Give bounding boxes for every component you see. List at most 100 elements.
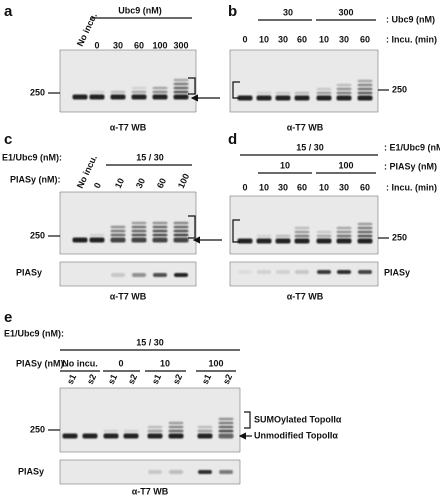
band [152,237,168,243]
band [152,221,168,225]
band [295,270,309,274]
band [152,90,168,94]
band [357,226,373,230]
lane-label: s2 [171,373,184,386]
band [168,421,184,425]
band [198,470,212,474]
lane-label: 10 [319,34,329,44]
band [275,91,291,95]
band [257,270,271,274]
row-title: : PIASy (nM) [384,161,437,171]
band [275,238,291,244]
band [218,433,234,439]
band [173,78,189,82]
band [152,229,168,233]
band [110,90,126,94]
band [275,95,291,101]
bracket [188,215,196,239]
band [357,222,373,226]
caption: α-T7 WB [110,291,147,301]
blot [229,49,379,113]
lane-label: s2 [126,373,139,386]
blot [59,191,197,255]
band [219,470,233,474]
band [218,421,234,425]
band [336,238,352,244]
band [103,433,119,439]
band [316,234,332,238]
blot-label: PIASy [18,466,44,476]
unmod-label: Unmodified TopoIIα [254,430,338,440]
caption: α-T7 WB [110,122,147,132]
band [147,429,163,433]
lane-label: 30 [113,40,123,50]
band [152,233,168,237]
band [197,425,213,429]
band [152,94,168,100]
row-title: : E1/Ubc9 (nM) [384,142,440,152]
band [294,230,310,234]
band [357,83,373,87]
lane-title: : Incu. (min) [386,182,437,192]
marker: 250 [392,232,407,242]
band [123,429,139,433]
band [174,273,188,277]
band [110,229,126,233]
lane-label: s2 [85,373,98,386]
lane-label: 10 [259,34,269,44]
lane-label: 60 [155,177,168,190]
header: Ubc9 (nM) [118,5,162,15]
caption: α-T7 WB [132,486,169,496]
band [148,470,162,474]
row-title: E1/Ubc9 (nM): [2,152,62,162]
caption: α-T7 WB [287,291,324,301]
band [358,270,372,274]
band [173,233,189,237]
group-label: 30 [283,7,293,17]
lane-label: s1 [150,373,163,386]
group-title: : Ubc9 (nM) [386,14,435,24]
band [294,91,310,95]
lane-label: 60 [134,40,144,50]
lane-label: 0 [94,40,99,50]
lane-label: 0 [242,182,247,192]
panel-label: d [228,131,237,148]
band [173,94,189,100]
lane-label: 30 [134,177,147,190]
band [173,221,189,225]
band [218,425,234,429]
lane-label: 60 [360,182,370,192]
band [256,95,272,101]
band [336,226,352,230]
lane-label: 10 [113,177,126,190]
band [131,229,147,233]
band [131,90,147,94]
band [89,233,105,237]
band [152,225,168,229]
band [103,429,119,433]
lane-title: : Incu. (min) [386,34,437,44]
row-title: PIASy (nM): [16,358,67,368]
band [131,225,147,229]
band [168,429,184,433]
panel-label: c [4,131,12,148]
band [173,225,189,229]
blot [59,261,197,287]
band [237,95,253,101]
blot [59,387,241,453]
band [336,87,352,91]
band [132,273,146,277]
lane-label: 30 [339,34,349,44]
band [89,237,105,243]
blot [229,195,379,255]
band [316,238,332,244]
band [72,94,88,100]
band [110,225,126,229]
row-value: 15 / 30 [136,337,164,347]
band [275,234,291,238]
band [357,87,373,91]
band [89,94,105,100]
band [131,94,147,100]
row-title: E1/Ubc9 (nM): [4,328,64,338]
